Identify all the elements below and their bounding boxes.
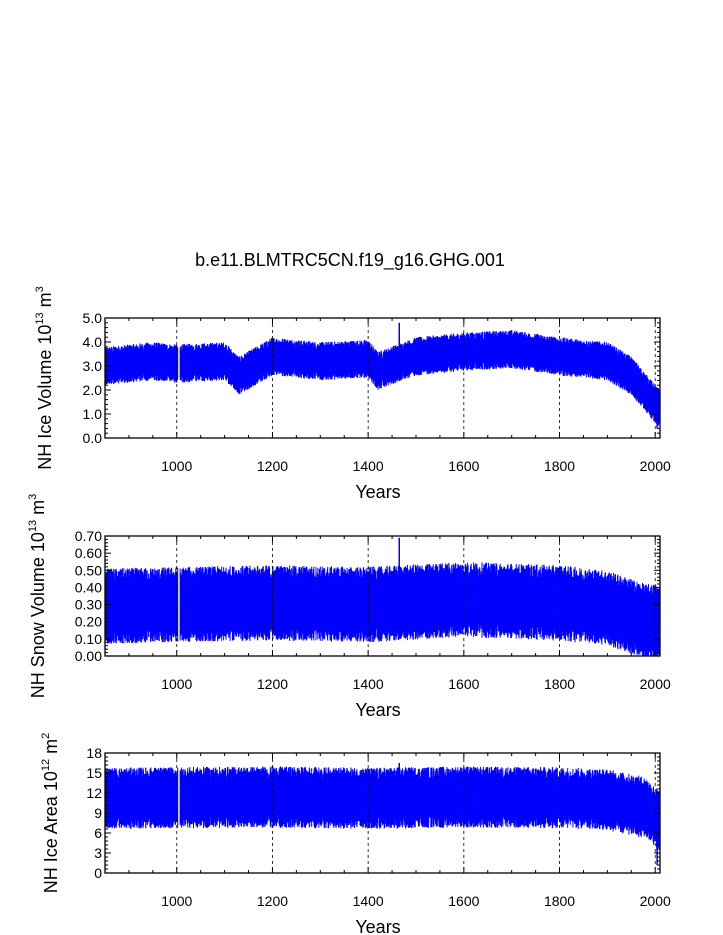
y-tick-label: 0 bbox=[94, 865, 102, 881]
x-tick-label: 1200 bbox=[257, 676, 288, 692]
snow-volume-ylabel: NH Snow Volume 1013 m3 bbox=[27, 494, 48, 698]
y-tick-label: 1.0 bbox=[83, 406, 103, 422]
y-tick-label: 9 bbox=[94, 805, 102, 821]
x-tick-label: 1600 bbox=[448, 458, 479, 474]
series-line bbox=[105, 562, 660, 656]
x-tick-label: 1800 bbox=[544, 458, 575, 474]
x-tick-label: 1200 bbox=[257, 893, 288, 909]
y-tick-label: 3.0 bbox=[83, 358, 103, 374]
y-tick-label: 15 bbox=[86, 765, 102, 781]
x-tick-label: 2000 bbox=[640, 676, 671, 692]
x-tick-label: 1000 bbox=[161, 676, 192, 692]
x-tick-label: 1000 bbox=[161, 458, 192, 474]
y-tick-label: 4.0 bbox=[83, 334, 103, 350]
y-tick-label: 0.30 bbox=[75, 597, 102, 613]
x-tick-label: 1600 bbox=[448, 676, 479, 692]
ice-volume-xlabel: Years bbox=[355, 482, 400, 502]
snow-volume-xlabel: Years bbox=[355, 700, 400, 720]
y-tick-label: 5.0 bbox=[83, 310, 103, 326]
y-tick-label: 0.40 bbox=[75, 579, 102, 595]
ice-area-panel: Years NH Ice Area 1012 m2 1000 1200 1400 16… bbox=[40, 733, 671, 935]
y-tick-label: 3 bbox=[94, 845, 102, 861]
y-tick-label: 0.10 bbox=[75, 631, 102, 647]
ice-volume-plot-frame bbox=[104, 317, 661, 439]
ice-area-xlabel: Years bbox=[355, 917, 400, 935]
series-line bbox=[105, 766, 660, 849]
y-tick-label: 0.20 bbox=[75, 614, 102, 630]
x-tick-label: 2000 bbox=[640, 893, 671, 909]
x-tick-label: 1800 bbox=[544, 893, 575, 909]
x-tick-label: 1400 bbox=[353, 676, 384, 692]
x-tick-label: 1400 bbox=[353, 893, 384, 909]
y-tick-label: 18 bbox=[86, 745, 102, 761]
ice-volume-ylabel: NH Ice Volume 1013 m3 bbox=[34, 286, 55, 469]
snow-volume-panel: Years NH Snow Volume 1013 m3 1000 1200 140… bbox=[27, 494, 671, 720]
y-tick-label: 2.0 bbox=[83, 382, 103, 398]
x-tick-label: 1800 bbox=[544, 676, 575, 692]
snow-volume-plot-frame bbox=[104, 535, 661, 657]
figure-title: b.e11.BLMTRC5CN.f19_g16.GHG.001 bbox=[195, 250, 505, 271]
ice-area-ylabel: NH Ice Area 1012 m2 bbox=[40, 733, 61, 893]
y-tick-label: 0.60 bbox=[75, 545, 102, 561]
x-tick-label: 1200 bbox=[257, 458, 288, 474]
y-tick-label: 6 bbox=[94, 825, 102, 841]
y-tick-label: 12 bbox=[86, 785, 102, 801]
y-tick-label: 0.0 bbox=[83, 430, 103, 446]
ice-volume-panel: Years NH Ice Volume 1013 m3 1000 1200 1400… bbox=[34, 286, 671, 502]
y-tick-label: 0.50 bbox=[75, 562, 102, 578]
x-tick-label: 1600 bbox=[448, 893, 479, 909]
series-line bbox=[105, 330, 660, 426]
ice-area-plot-frame bbox=[104, 752, 661, 874]
y-tick-label: 0.70 bbox=[75, 528, 102, 544]
y-tick-label: 0.00 bbox=[75, 648, 102, 664]
x-tick-label: 1400 bbox=[353, 458, 384, 474]
x-tick-label: 2000 bbox=[640, 458, 671, 474]
x-tick-label: 1000 bbox=[161, 893, 192, 909]
